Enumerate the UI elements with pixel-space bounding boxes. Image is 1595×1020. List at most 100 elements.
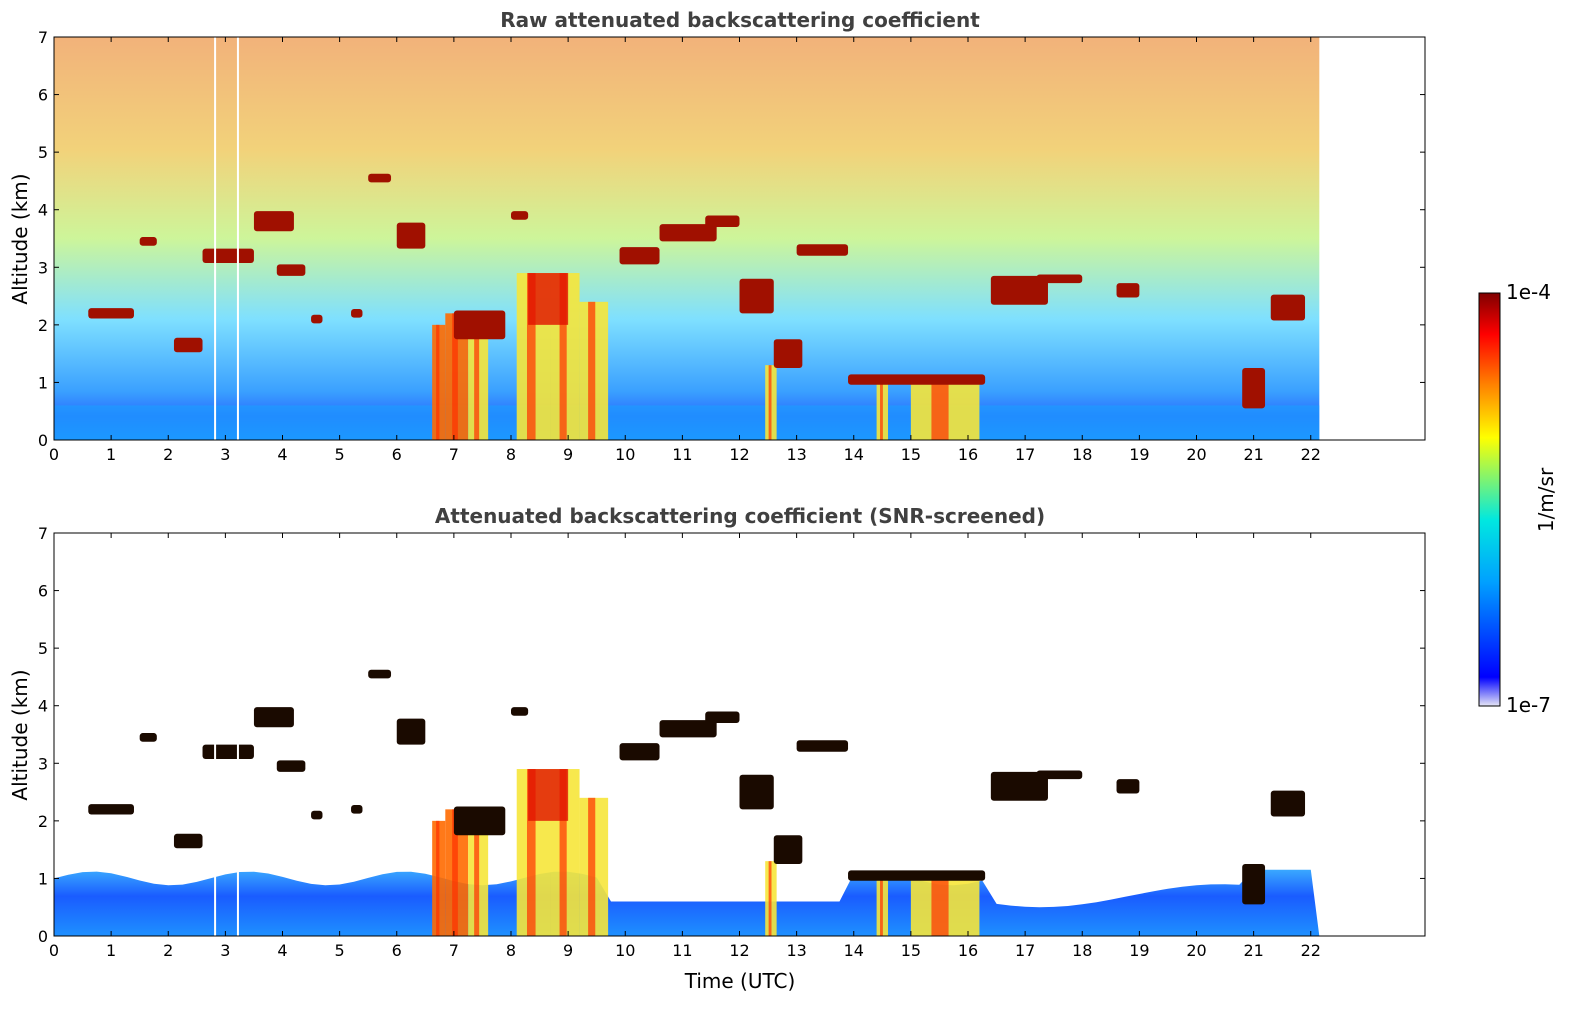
cloud-layer [351,309,363,318]
cloud-layer [1270,790,1306,817]
cloud-layer [202,744,254,759]
cloud-layer [453,310,506,340]
data-gap [236,37,239,440]
x-tick-label: 4 [277,445,287,464]
convective-column-core [526,769,536,936]
y-tick-label: 1 [38,373,48,392]
plot-area-screened: 0 1 2 3 4 5 6 7 8 9 10 11 12 13 14 15 16 17 18 19 20 21 220123… [38,524,1426,960]
cloud-layer [990,771,1048,801]
data-gap [214,533,217,936]
cloud-base-region [528,273,569,325]
cloud-layer [453,806,506,836]
x-tick-label: 8 [506,445,516,464]
x-tick-label: 6 [392,445,402,464]
x-tick-label: 20 [1186,941,1206,960]
cloud-layer [848,374,986,385]
convective-column-core [452,809,458,936]
convective-column-core [588,797,596,936]
x-tick-label: 21 [1243,941,1263,960]
cloud-layer [396,718,426,745]
cloud-layer [1242,864,1266,905]
x-tick-label: 1 [106,445,116,464]
colorbar-min-label: 1e-7 [1506,693,1551,717]
x-tick-label: 0 [49,941,59,960]
x-tick-label: 16 [958,445,978,464]
data-gap [236,533,239,936]
cloud-layer [88,308,134,319]
cloud-layer [368,173,392,183]
x-tick-label: 19 [1129,445,1149,464]
x-tick-label: 18 [1072,445,1092,464]
x-tick-label: 21 [1243,445,1263,464]
x-tick-label: 15 [901,445,921,464]
cloud-layer [511,707,529,716]
convective-column-core [931,878,949,936]
x-tick-label: 13 [786,941,806,960]
x-tick-label: 15 [901,941,921,960]
cloud-layer [88,804,134,815]
convective-column-core [474,330,480,440]
x-tick-label: 9 [563,445,573,464]
x-tick-label: 0 [49,445,59,464]
panel-screened-title: Attenuated backscattering coefficient (S… [435,504,1045,528]
cloud-layer [659,224,717,242]
cloud-layer [351,805,363,814]
convective-column-core [452,313,458,440]
cloud-layer [619,247,660,265]
x-tick-label: 12 [729,445,749,464]
boundary-layer [54,869,1320,936]
y-tick-label: 5 [38,143,48,162]
convective-column-core [559,769,567,936]
convective-column-core [768,861,772,936]
cloud-layer [659,720,717,738]
convective-column-core [526,273,536,440]
x-tick-label: 11 [672,941,692,960]
colorbar-gradient [1478,292,1501,707]
cloud-layer [848,870,986,881]
plot-area-raw: 0 1 2 3 4 5 6 7 8 9 10 11 12 13 14 15 16 17 18 19 20 21 220123… [38,28,1426,464]
y-tick-label: 6 [38,86,48,105]
convective-column-core [436,820,440,936]
x-tick-label: 14 [844,445,864,464]
cloud-layer [139,237,157,246]
colorbar-max-label: 1e-4 [1506,280,1551,304]
convective-column-core [931,382,949,440]
x-tick-label: 1 [106,941,116,960]
cloud-layer [773,339,803,369]
panel-screened-ylabel: Altitude (km) [8,669,32,800]
panel-raw-title: Raw attenuated backscattering coefficien… [500,8,980,32]
cloud-layer [173,337,203,353]
colorbar: 1e-4 1e-7 1/m/sr [1478,280,1558,717]
y-tick-label: 4 [38,697,48,716]
y-tick-label: 2 [38,812,48,831]
x-tick-label: 8 [506,941,516,960]
panel-screened: Attenuated backscattering coefficient (S… [8,504,1426,993]
convective-column-core [559,273,567,440]
x-tick-label: 17 [1015,445,1035,464]
convective-column-core [588,301,596,440]
cloud-layer [1036,274,1083,284]
cloud-layer [796,244,849,256]
x-tick-label: 10 [615,941,635,960]
cloud-layer [276,760,306,772]
x-tick-label: 16 [958,941,978,960]
x-tick-label: 2 [163,445,173,464]
cloud-layer [1116,283,1140,298]
cloud-base-region [528,769,569,821]
cloud-layer [311,810,323,820]
panel-screened-xlabel: Time (UTC) [684,969,796,993]
cloud-layer [276,264,306,276]
x-tick-label: 3 [220,941,230,960]
convective-column-core [768,365,772,440]
y-tick-label: 5 [38,639,48,658]
x-tick-label: 9 [563,941,573,960]
x-tick-label: 22 [1301,445,1321,464]
cloud-layer [619,743,660,761]
cloud-layer [202,248,254,263]
y-tick-label: 3 [38,754,48,773]
cloud-layer [511,211,529,220]
x-tick-label: 19 [1129,941,1149,960]
cloud-layer [253,707,294,728]
cloud-layer [139,733,157,742]
